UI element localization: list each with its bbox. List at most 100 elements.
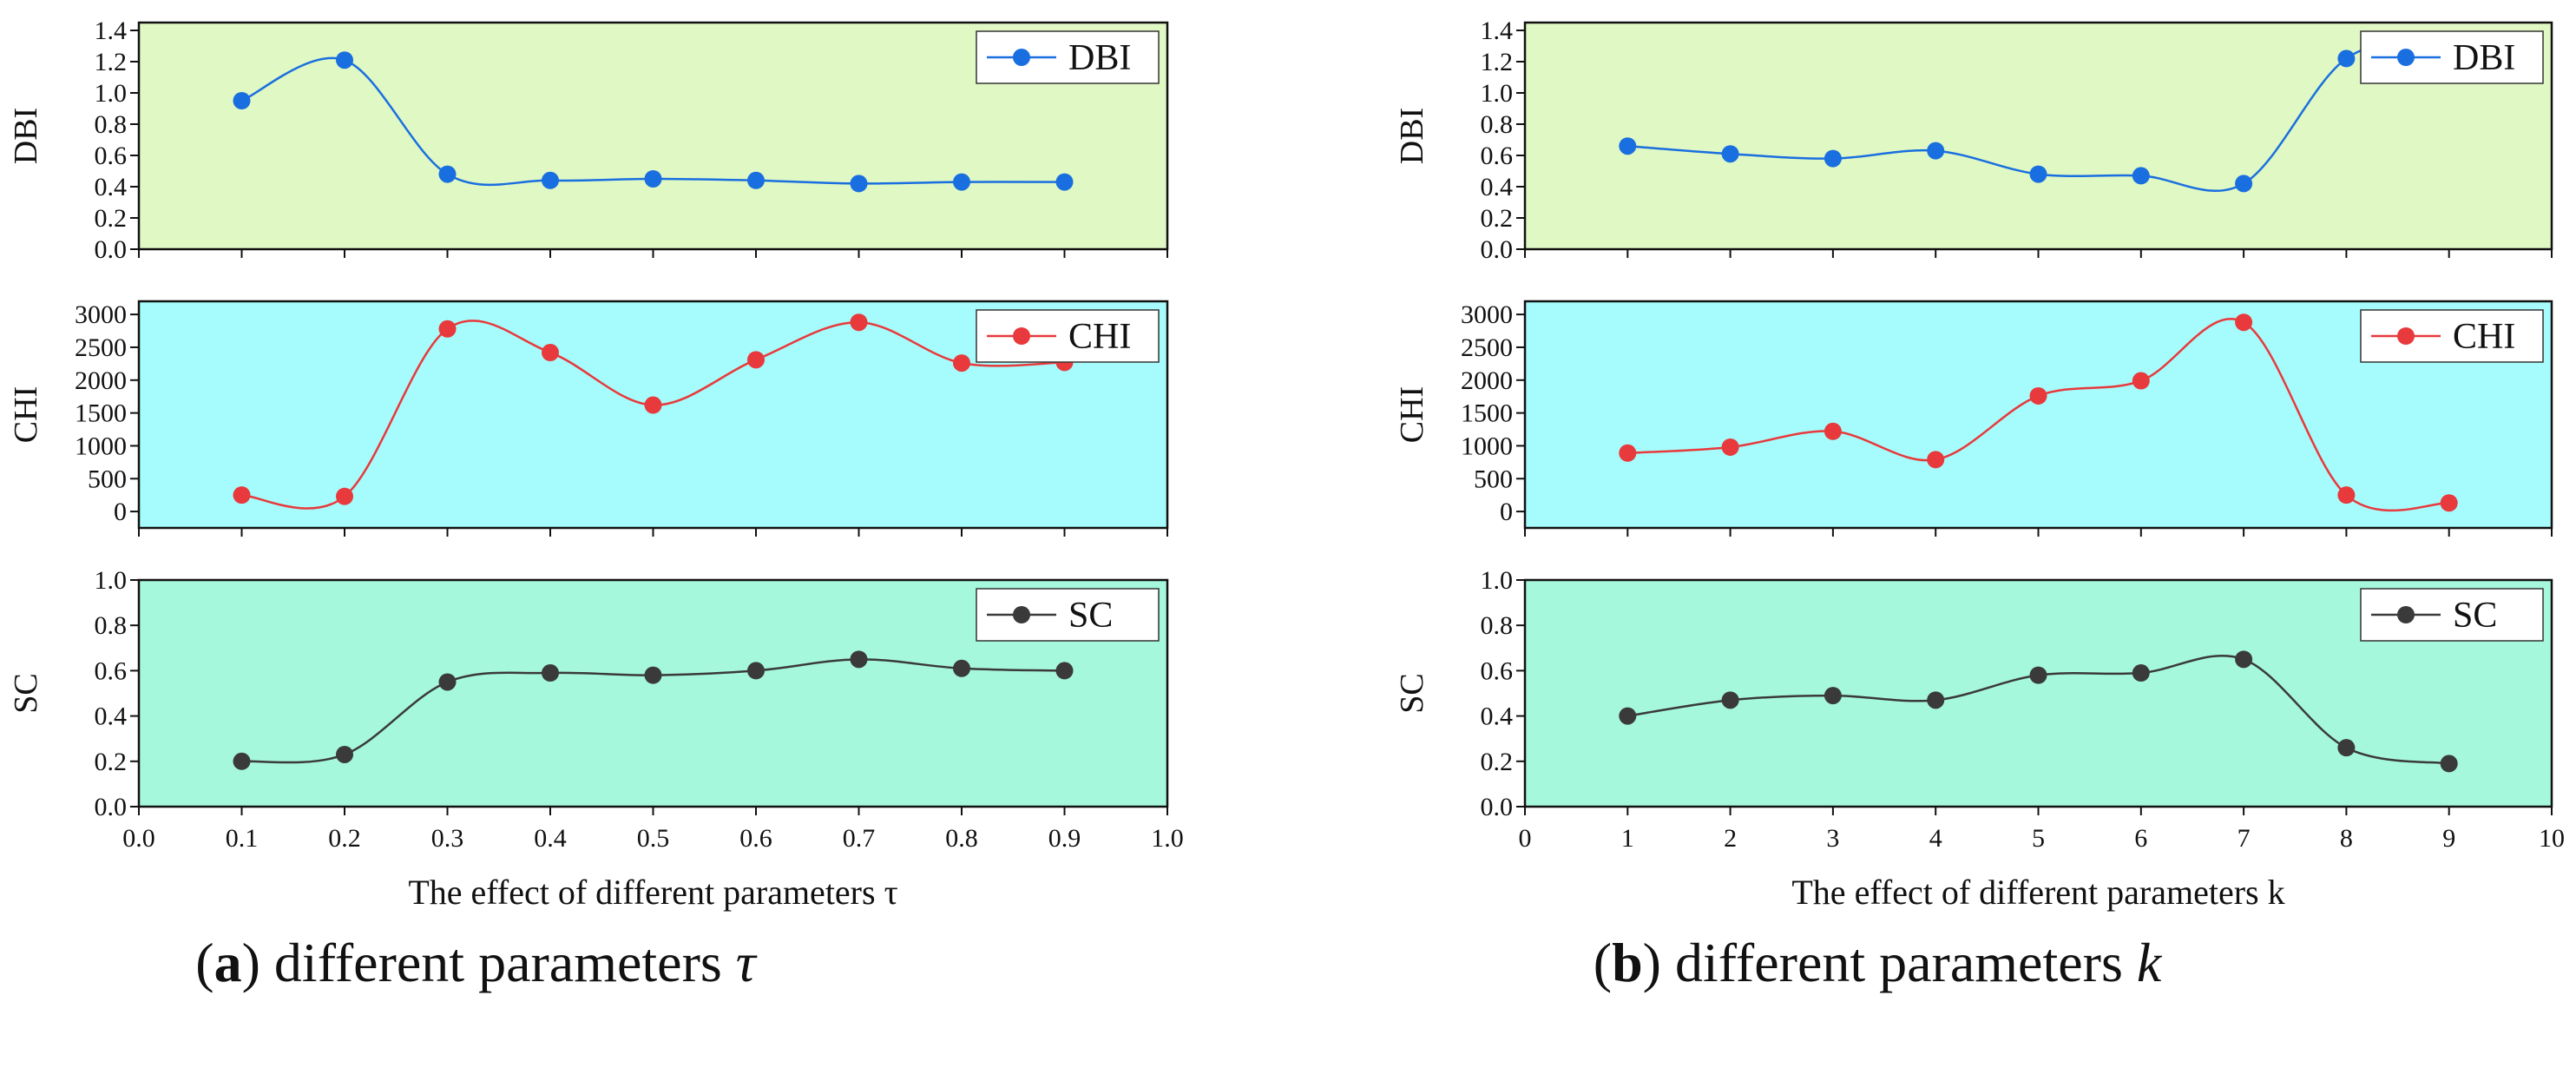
data-point-dbi bbox=[2029, 165, 2047, 183]
y-tick-label: 0.2 bbox=[95, 204, 128, 233]
data-point-chi bbox=[2132, 372, 2150, 390]
legend-label: SC bbox=[2453, 596, 2497, 636]
data-point-dbi bbox=[2132, 167, 2150, 185]
y-tick-label: 0.6 bbox=[95, 656, 128, 685]
y-axis-label-chi: CHI bbox=[1394, 386, 1430, 443]
y-tick-label: 0.6 bbox=[95, 142, 128, 170]
data-point-dbi bbox=[850, 175, 868, 193]
y-tick-label: 0 bbox=[1500, 498, 1513, 526]
y-tick-label: 0.0 bbox=[95, 793, 128, 821]
panel-a-chi: 0 500 1000 1500 2000 2500 3000 CHI CHI bbox=[8, 300, 1169, 537]
legend-label: DBI bbox=[2453, 38, 2515, 78]
y-tick-label: 1500 bbox=[75, 399, 127, 428]
x-tick-label: 7 bbox=[2238, 824, 2251, 853]
legend-sc: SC bbox=[976, 588, 1160, 642]
data-point-chi bbox=[542, 344, 559, 362]
data-point-dbi bbox=[542, 171, 559, 189]
legend-label: CHI bbox=[1068, 317, 1131, 357]
data-point-sc bbox=[233, 752, 251, 770]
series-line-dbi bbox=[1627, 38, 2449, 192]
data-point-dbi bbox=[1619, 137, 1637, 155]
legend-marker bbox=[1013, 327, 1030, 345]
data-point-sc bbox=[953, 659, 970, 677]
y-tick-label: 0.6 bbox=[1481, 142, 1514, 170]
panel-chi-frame bbox=[1523, 300, 2553, 530]
x-tick-label: 0.1 bbox=[226, 824, 259, 853]
data-point-chi bbox=[438, 320, 457, 338]
x-tick-labels-a: 0.0 0.1 0.2 0.3 0.4 0.5 0.6 0.7 0.8 0.9 1.0 bbox=[122, 824, 1184, 853]
legend-marker bbox=[2397, 606, 2415, 623]
data-point-chi bbox=[2440, 494, 2458, 512]
series-points-dbi bbox=[233, 51, 1074, 193]
x-tick-label: 3 bbox=[1826, 824, 1839, 853]
data-point-chi bbox=[2029, 386, 2047, 405]
y-tick-label: 0.2 bbox=[95, 748, 128, 776]
y-tick-label: 1000 bbox=[1461, 432, 1513, 460]
y-axis-label-chi: CHI bbox=[8, 386, 44, 443]
y-tick-label: 1000 bbox=[75, 432, 127, 460]
data-point-sc bbox=[1055, 662, 1074, 680]
data-point-dbi bbox=[438, 165, 457, 183]
x-axis-label-a: The effect of different parameters τ bbox=[408, 873, 897, 912]
x-tick-label: 0.3 bbox=[431, 824, 464, 853]
y-tick-label: 500 bbox=[1474, 465, 1513, 493]
x-tick-label: 8 bbox=[2340, 824, 2353, 853]
x-tick-label: 0.4 bbox=[534, 824, 567, 853]
y-axis-chi: 0 500 1000 1500 2000 2500 3000 bbox=[1461, 300, 1525, 526]
y-axis-label-dbi: DBI bbox=[1394, 108, 1430, 164]
x-tick-labels-b: 0 1 2 3 4 5 6 7 8 9 10 bbox=[1519, 824, 2566, 853]
caption-a-symbol: τ bbox=[736, 932, 758, 993]
data-point-sc bbox=[1824, 687, 1842, 705]
caption-b-symbol: k bbox=[2137, 932, 2163, 993]
panel-dbi-frame bbox=[1523, 21, 2553, 251]
series-line-sc bbox=[241, 658, 1065, 764]
y-tick-label: 0.6 bbox=[1481, 656, 1514, 685]
panel-a-dbi: 0.00.2 0.4 0.6 0.81.0 1.2 1.4 DBI DBI bbox=[8, 16, 1169, 264]
x-tick-label: 0.7 bbox=[843, 824, 876, 853]
data-point-dbi bbox=[1927, 142, 1945, 160]
panel-b-sc: 0.0 0.2 0.4 0.6 0.8 1.0 SC SC bbox=[1394, 566, 2553, 821]
x-ticks-sc bbox=[138, 807, 1168, 815]
x-tick-label: 9 bbox=[2442, 824, 2455, 853]
series-line-chi bbox=[1627, 318, 2449, 512]
data-point-dbi bbox=[644, 170, 662, 188]
y-tick-label: 1.2 bbox=[1481, 48, 1514, 76]
panel-chi-frame bbox=[137, 300, 1169, 530]
data-point-chi bbox=[644, 396, 662, 414]
panel-dbi-frame bbox=[137, 21, 1169, 251]
series-line-chi bbox=[241, 320, 1065, 510]
x-tick-label: 1 bbox=[1621, 824, 1634, 853]
legend-dbi: DBI bbox=[2360, 30, 2544, 84]
data-point-sc bbox=[2337, 739, 2356, 757]
y-tick-label: 2500 bbox=[75, 333, 127, 362]
legend-marker bbox=[1013, 606, 1030, 623]
data-point-sc bbox=[336, 745, 353, 763]
data-point-chi bbox=[1619, 444, 1637, 462]
data-point-sc bbox=[542, 664, 559, 682]
series-line-dbi bbox=[241, 56, 1065, 187]
series-points-chi bbox=[1619, 313, 2458, 512]
x-tick-label: 0.2 bbox=[328, 824, 361, 853]
data-point-chi bbox=[1721, 438, 1739, 456]
legend-marker bbox=[2397, 49, 2415, 66]
y-tick-label: 0.8 bbox=[1481, 110, 1514, 139]
panel-a-sc: 0.0 0.2 0.4 0.6 0.8 1.0 SC SC bbox=[8, 566, 1169, 821]
y-tick-label: 0.8 bbox=[95, 611, 128, 640]
x-tick-label: 4 bbox=[1929, 824, 1942, 853]
panel-sc-frame bbox=[1523, 578, 2553, 808]
y-tick-label: 1.0 bbox=[1481, 79, 1514, 108]
series-points-sc bbox=[233, 650, 1074, 770]
y-axis-label-sc: SC bbox=[8, 673, 44, 713]
legend-label: SC bbox=[1068, 596, 1113, 636]
caption-b: (b) different parameters k bbox=[1594, 932, 2163, 993]
y-tick-label: 0.4 bbox=[1481, 702, 1514, 731]
x-tick-label: 0.9 bbox=[1048, 824, 1081, 853]
caption-a: (a) different parameters τ bbox=[195, 932, 758, 993]
y-tick-label: 2500 bbox=[1461, 333, 1513, 362]
x-tick-label: 10 bbox=[2539, 824, 2565, 853]
legend-marker bbox=[2397, 327, 2415, 345]
legend-marker bbox=[1013, 49, 1030, 66]
y-tick-label: 1500 bbox=[1461, 399, 1513, 428]
data-point-dbi bbox=[233, 92, 251, 109]
caption-a-text: different parameters bbox=[274, 932, 722, 993]
